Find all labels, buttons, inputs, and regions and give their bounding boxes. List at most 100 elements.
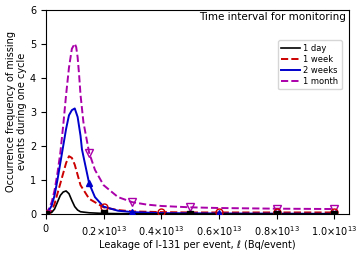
1 week <box>75 173 80 176</box>
1 day <box>58 194 63 197</box>
2 weeks <box>102 205 106 208</box>
1 month <box>78 93 83 96</box>
2 weeks <box>159 212 163 215</box>
1 day <box>102 212 106 215</box>
1 week <box>47 211 51 214</box>
1 day <box>55 201 60 204</box>
1 day <box>67 192 71 195</box>
2 weeks <box>50 204 54 207</box>
1 month <box>74 46 78 49</box>
1 month <box>159 205 163 208</box>
2 weeks <box>130 211 135 214</box>
1 day <box>72 205 77 208</box>
1 week <box>67 155 71 158</box>
1 month <box>274 207 279 210</box>
1 day <box>50 211 54 214</box>
2 weeks <box>58 162 63 165</box>
1 day <box>332 212 336 216</box>
1 week <box>332 211 336 214</box>
2 weeks <box>44 213 48 216</box>
1 day <box>75 209 80 212</box>
1 week <box>159 211 163 214</box>
2 weeks <box>52 194 57 197</box>
Line: 2 weeks: 2 weeks <box>46 109 334 214</box>
1 day <box>78 210 83 213</box>
1 day <box>52 208 57 211</box>
Legend: 1 day, 1 week, 2 weeks, 1 month: 1 day, 1 week, 2 weeks, 1 month <box>278 40 341 89</box>
2 weeks <box>64 127 68 131</box>
1 week <box>70 156 74 159</box>
1 day <box>47 212 51 215</box>
1 week <box>78 184 83 187</box>
1 week <box>52 202 57 206</box>
1 week <box>44 213 48 216</box>
1 week <box>55 192 60 195</box>
1 month <box>102 184 106 187</box>
1 month <box>145 203 149 206</box>
1 month <box>70 47 74 50</box>
2 weeks <box>55 178 60 182</box>
1 month <box>67 66 71 69</box>
2 weeks <box>93 196 97 199</box>
Line: 1 week: 1 week <box>46 156 334 214</box>
1 day <box>64 189 68 193</box>
1 day <box>61 190 66 194</box>
1 day <box>130 212 135 215</box>
1 week <box>72 163 77 166</box>
1 day <box>188 212 192 216</box>
1 month <box>44 213 48 216</box>
2 weeks <box>72 107 77 110</box>
1 month <box>217 207 221 210</box>
X-axis label: Leakage of I-131 per event, ℓ (Bq/event): Leakage of I-131 per event, ℓ (Bq/event) <box>99 240 296 250</box>
1 week <box>188 211 192 214</box>
Text: Time interval for monitoring: Time interval for monitoring <box>199 12 346 22</box>
1 month <box>58 151 63 154</box>
1 day <box>87 211 91 214</box>
1 week <box>58 182 63 185</box>
2 weeks <box>61 144 66 147</box>
Y-axis label: Occurrence frequency of missing
events during one cycle: Occurrence frequency of missing events d… <box>5 31 27 192</box>
1 week <box>64 162 68 165</box>
2 weeks <box>67 114 71 117</box>
2 weeks <box>116 209 120 212</box>
2 weeks <box>75 115 80 119</box>
1 week <box>87 197 91 200</box>
1 month <box>47 208 51 211</box>
1 month <box>332 208 336 211</box>
1 day <box>274 212 279 216</box>
1 week <box>130 210 135 213</box>
1 month <box>87 151 91 154</box>
2 weeks <box>78 134 83 137</box>
1 month <box>50 201 54 204</box>
1 month <box>188 206 192 209</box>
1 month <box>52 189 57 192</box>
1 month <box>61 124 66 127</box>
Line: 1 day: 1 day <box>46 191 334 214</box>
2 weeks <box>70 109 74 112</box>
1 week <box>116 209 120 212</box>
1 month <box>77 73 81 76</box>
2 weeks <box>217 212 221 215</box>
2 weeks <box>83 162 87 165</box>
2 weeks <box>332 212 336 215</box>
2 weeks <box>274 212 279 215</box>
Line: 1 month: 1 month <box>46 44 334 214</box>
1 month <box>64 93 68 96</box>
1 month <box>130 201 135 204</box>
2 weeks <box>87 182 91 185</box>
1 week <box>102 206 106 209</box>
2 weeks <box>80 148 84 151</box>
1 month <box>116 196 120 199</box>
1 week <box>274 211 279 214</box>
1 month <box>93 168 97 171</box>
1 month <box>55 172 60 175</box>
1 week <box>50 209 54 212</box>
2 weeks <box>47 209 51 212</box>
1 month <box>75 56 80 59</box>
1 week <box>217 211 221 214</box>
1 month <box>72 42 77 45</box>
1 day <box>70 199 74 202</box>
1 day <box>44 213 48 216</box>
1 month <box>81 121 86 124</box>
1 week <box>61 172 66 175</box>
